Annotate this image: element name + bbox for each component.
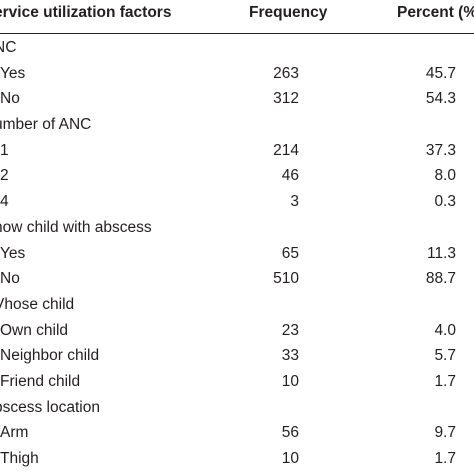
row-label: Friend child [0,372,81,390]
table-row: No 312 54.3 [0,87,474,113]
row-label: umber of ANC [0,116,92,134]
row-label: No [0,270,20,288]
header-rule [0,33,474,34]
row-frequency: 46 [281,167,299,185]
row-label: 1 [0,141,9,159]
header-factor: ervice utilization factors [0,4,172,21]
row-label: NC [0,39,17,56]
row-percent: 45.7 [425,64,456,82]
row-percent: 8.0 [434,167,456,185]
row-percent: 0.3 [434,193,456,211]
row-label: bscess location [0,398,100,416]
row-label: now child with abscess [0,218,152,236]
header-frequency: Frequency [249,4,328,21]
table-row: 1 214 37.3 [0,139,474,165]
row-frequency: 65 [281,244,299,262]
table-row: No 510 88.7 [0,267,474,293]
table-group-row: NC [0,36,474,62]
row-percent: 88.7 [425,270,456,288]
row-frequency: 33 [281,347,299,365]
table-group-row: umber of ANC [0,113,474,139]
table-row: Yes 263 45.7 [0,62,474,88]
row-label: Arm [0,424,29,442]
row-frequency: 312 [273,90,299,108]
row-label: Yes [0,244,26,262]
row-percent: 1.7 [434,372,456,390]
table-group-row: bscess location [0,396,474,422]
row-frequency: 510 [273,270,299,288]
row-frequency: 56 [281,424,299,442]
row-label: Thigh [0,450,39,467]
table-row: Thigh 10 1.7 [0,447,474,473]
row-label: 2 [0,167,9,185]
row-frequency: 10 [281,450,299,467]
row-label: No [0,90,20,108]
row-frequency: 214 [273,141,299,159]
table-row: Arm 56 9.7 [0,421,474,447]
row-frequency: 263 [273,64,299,82]
table-group-row: Vhose child [0,293,474,319]
row-frequency: 3 [290,193,299,211]
row-label: 4 [0,193,9,211]
header-percent: Percent (% [397,4,474,21]
row-percent: 9.7 [434,424,456,442]
table-group-row: now child with abscess [0,216,474,242]
row-percent: 1.7 [434,450,456,467]
table-row: Yes 65 11.3 [0,242,474,268]
row-percent: 11.3 [426,244,456,262]
table-row: Own child 23 4.0 [0,319,474,345]
row-label: Vhose child [0,295,75,313]
table-row: Neighbor child 33 5.7 [0,344,474,370]
table-row: Friend child 10 1.7 [0,370,474,396]
table-header: ervice utilization factors Frequency Per… [0,0,474,28]
row-frequency: 23 [281,321,299,339]
table-row: 2 46 8.0 [0,164,474,190]
row-label: Yes [0,64,26,82]
row-percent: 37.3 [425,141,456,159]
row-frequency: 10 [281,372,299,390]
row-label: Neighbor child [0,347,100,365]
row-label: Own child [0,321,69,339]
row-percent: 4.0 [434,321,456,339]
row-percent: 54.3 [425,90,456,108]
row-percent: 5.7 [434,347,456,365]
table-row: 4 3 0.3 [0,190,474,216]
